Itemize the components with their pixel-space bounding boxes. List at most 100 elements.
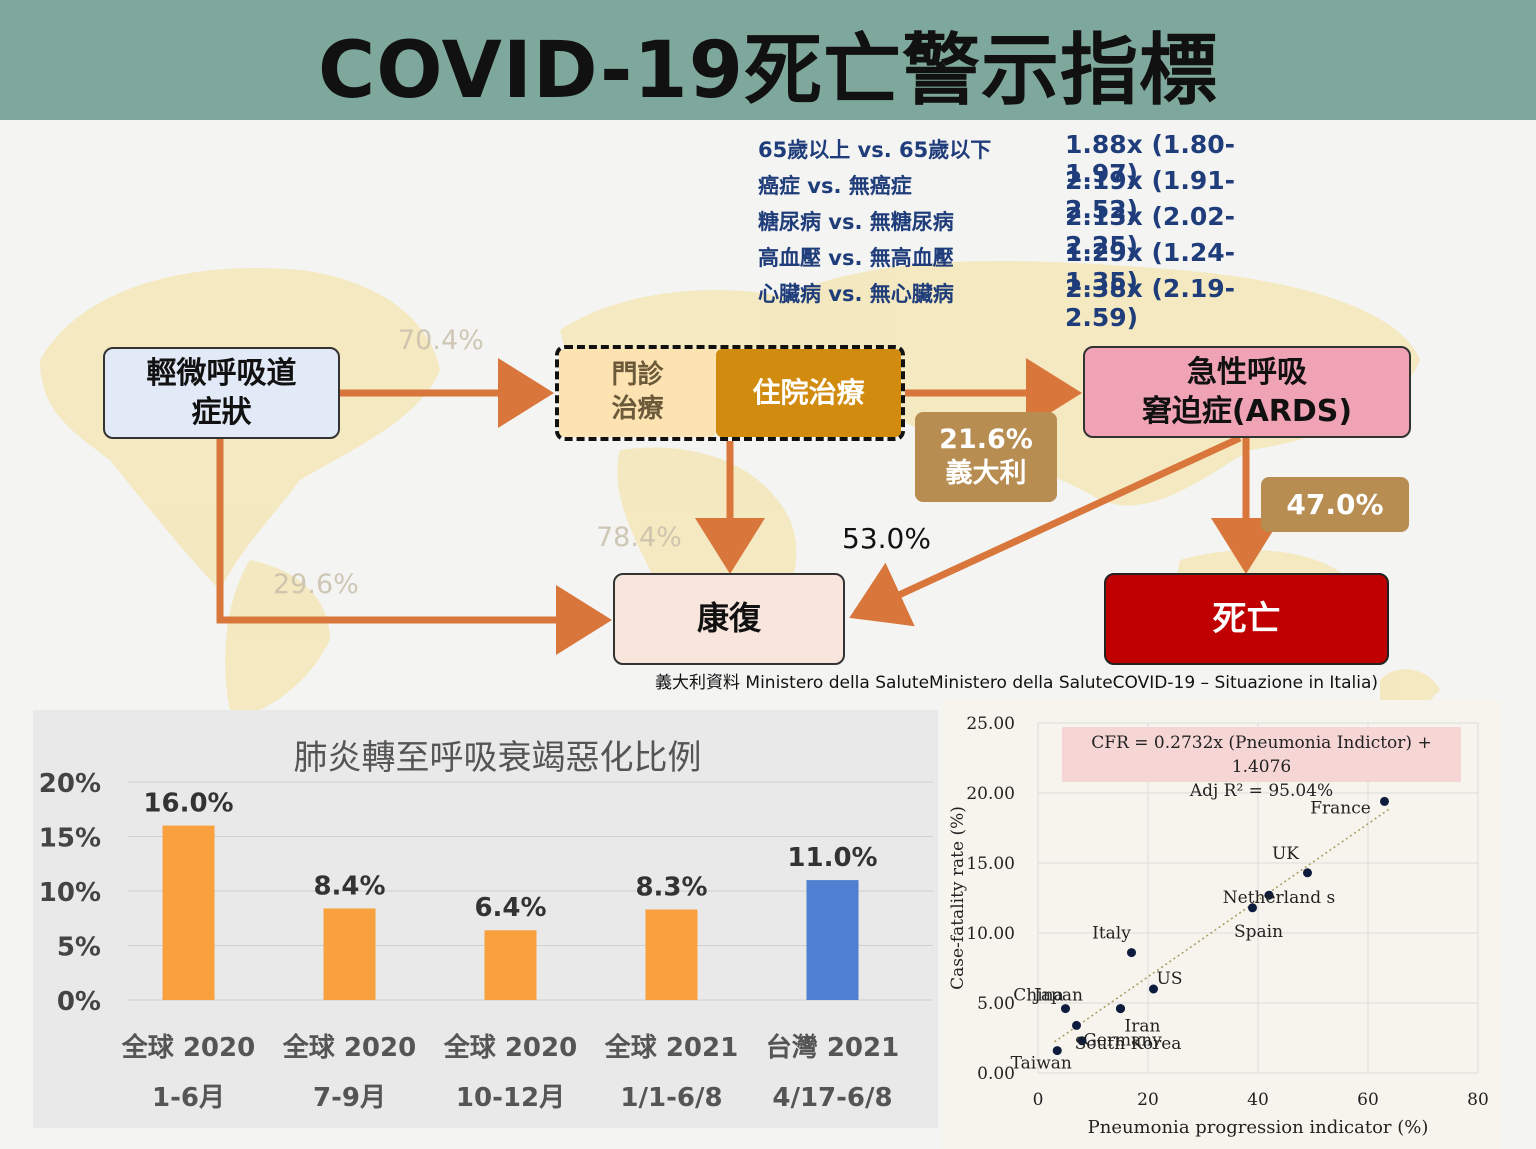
scatter-point-label: UK bbox=[1272, 844, 1299, 864]
care-group-frame bbox=[555, 345, 905, 441]
scatter-point-label: Japan bbox=[1032, 986, 1083, 1006]
italy-tag-text: 21.6% 義大利 bbox=[939, 424, 1033, 489]
scatter-y-tick: 25.00 bbox=[966, 714, 1015, 734]
scatter-point bbox=[1061, 1004, 1070, 1014]
inpatient-box: 住院治療 bbox=[716, 349, 901, 437]
risk-label: 癌症 vs. 無癌症 bbox=[758, 174, 912, 198]
bar-category-label: 全球 2020 bbox=[443, 1032, 577, 1063]
bar-category-sublabel: 1/1-6/8 bbox=[620, 1083, 722, 1113]
mild-symptoms-box: 輕微呼吸道 症狀 bbox=[103, 347, 340, 439]
scatter-x-tick: 80 bbox=[1467, 1090, 1489, 1110]
bar-y-tick: 5% bbox=[57, 933, 101, 963]
scatter-x-axis-label: Pneumonia progression indicator (%) bbox=[1088, 1117, 1429, 1138]
bar bbox=[323, 908, 376, 1000]
ards-label: 急性呼吸 窘迫症(ARDS) bbox=[1141, 355, 1353, 429]
scatter-point-label: US bbox=[1157, 969, 1183, 989]
bar-data-label: 8.4% bbox=[313, 871, 385, 901]
risk-row: 高血壓 vs. 無高血壓 1.29x (1.24-1.35) bbox=[758, 238, 1298, 296]
pct-mild-recovery: 29.6% bbox=[273, 569, 359, 600]
bar-category-sublabel: 10-12月 bbox=[456, 1083, 565, 1113]
risk-factor-table: 65歲以上 vs. 65歲以下 1.88x (1.80-1.97) 癌症 vs.… bbox=[758, 130, 1298, 332]
risk-value: 2.38x (2.19-2.59) bbox=[1065, 274, 1235, 332]
scatter-x-tick: 40 bbox=[1247, 1090, 1269, 1110]
bar-data-label: 8.3% bbox=[635, 873, 707, 903]
bar-chart: 0% 5% 10% 15% 20% 16.0% 全球 2020 1-6月 8.4% 全球 2020… bbox=[39, 769, 933, 1113]
scatter-point bbox=[1072, 1020, 1081, 1030]
outpatient-box: 門診 治療 bbox=[559, 349, 716, 437]
risk-value: 1.88x (1.80-1.97) bbox=[1065, 130, 1235, 188]
flow-arrows bbox=[216, 358, 1281, 655]
scatter-point-label: Italy bbox=[1092, 924, 1131, 944]
italy-icu-tag: 21.6% 義大利 bbox=[915, 412, 1057, 502]
scatter-point-label: Netherland s bbox=[1223, 888, 1335, 908]
scatter-y-tick: 0.00 bbox=[977, 1064, 1015, 1084]
recovery-label: 康復 bbox=[696, 599, 761, 638]
scatter-y-tick: 10.00 bbox=[966, 924, 1015, 944]
scatter-x-tick: 20 bbox=[1137, 1090, 1159, 1110]
risk-label: 心臟病 vs. 無心臟病 bbox=[758, 282, 954, 306]
pct-care-recovery: 78.4% bbox=[596, 522, 682, 553]
risk-row: 心臟病 vs. 無心臟病 2.38x (2.19-2.59) bbox=[758, 274, 1298, 332]
death-rate-text: 47.0% bbox=[1286, 488, 1384, 521]
scatter-point-label: Germany bbox=[1083, 1030, 1162, 1050]
risk-label: 糖尿病 vs. 無糖尿病 bbox=[758, 210, 954, 234]
scatter-y-tick: 20.00 bbox=[966, 784, 1015, 804]
bar-category-sublabel: 4/17-6/8 bbox=[772, 1083, 892, 1113]
scatter-point-label: France bbox=[1310, 798, 1371, 818]
death-rate-tag: 47.0% bbox=[1261, 477, 1409, 532]
recovery-box: 康復 bbox=[613, 573, 845, 665]
arrow-ards-to-recovery bbox=[849, 434, 1242, 627]
scatter-point bbox=[1127, 948, 1136, 958]
risk-row: 癌症 vs. 無癌症 2.19x (1.91-2.52) bbox=[758, 166, 1298, 224]
bar bbox=[484, 930, 537, 1000]
scatter-point bbox=[1248, 903, 1257, 913]
bar-y-tick: 0% bbox=[57, 987, 101, 1017]
risk-value: 2.13x (2.02-2.25) bbox=[1065, 202, 1235, 260]
bar-y-tick: 10% bbox=[39, 878, 101, 908]
pct-ards-recovery: 53.0% bbox=[842, 522, 931, 555]
mild-symptoms-label: 輕微呼吸道 症狀 bbox=[146, 356, 297, 430]
scatter-point-label: Taiwan bbox=[1011, 1054, 1072, 1074]
scatter-x-tick: 60 bbox=[1357, 1090, 1379, 1110]
inpatient-label: 住院治療 bbox=[752, 375, 865, 409]
scatter-point bbox=[1052, 1046, 1062, 1056]
scatter-y-tick: 5.00 bbox=[977, 994, 1015, 1014]
bar-category-label: 全球 2021 bbox=[604, 1032, 738, 1063]
bar-category-sublabel: 1-6月 bbox=[152, 1083, 225, 1113]
bar bbox=[806, 880, 859, 1000]
bar-y-tick: 20% bbox=[39, 769, 101, 799]
bar-data-label: 11.0% bbox=[787, 843, 877, 873]
source-note: 義大利資料 Ministero della SaluteMinistero de… bbox=[655, 673, 1378, 693]
risk-row: 65歲以上 vs. 65歲以下 1.88x (1.80-1.97) bbox=[758, 130, 1298, 188]
scatter-y-tick: 15.00 bbox=[966, 854, 1015, 874]
scatter-x-tick: 0 bbox=[1033, 1090, 1044, 1110]
death-box: 死亡 bbox=[1104, 573, 1389, 665]
regression-equation: CFR = 0.2732x (Pneumonia Indictor) + 1.4… bbox=[1091, 733, 1432, 777]
bar-data-label: 6.4% bbox=[474, 893, 546, 923]
scatter-point-label: Iran bbox=[1125, 1017, 1161, 1037]
title-banner bbox=[0, 0, 1536, 120]
scatter-point bbox=[1303, 868, 1312, 878]
scatter-chart: 0.00 5.00 10.00 15.00 20.00 25.00 0 20 40 60 80 Pne… bbox=[948, 714, 1489, 1138]
bar-category-label: 全球 2020 bbox=[282, 1032, 416, 1063]
bar-category-label: 全球 2020 bbox=[121, 1032, 255, 1063]
scatter-point bbox=[1380, 796, 1389, 806]
bar-data-label: 16.0% bbox=[143, 789, 233, 819]
pct-to-care: 70.4% bbox=[398, 325, 484, 356]
scatter-point-label: China bbox=[1013, 986, 1063, 1006]
scatter-point bbox=[1077, 1036, 1087, 1046]
scatter-y-axis-label: Case-fatality rate (%) bbox=[948, 806, 968, 990]
ards-box: 急性呼吸 窘迫症(ARDS) bbox=[1083, 346, 1411, 438]
scatter-point-label: Spain bbox=[1234, 922, 1283, 942]
scatter-point bbox=[1116, 1004, 1125, 1014]
scatter-trendline bbox=[1054, 807, 1391, 1043]
risk-label: 高血壓 vs. 無高血壓 bbox=[758, 246, 954, 270]
scatter-point bbox=[1264, 890, 1274, 900]
arrow-mild-to-recovery bbox=[216, 439, 612, 655]
scatter-point-label: South Korea bbox=[1075, 1034, 1182, 1054]
bar-y-tick: 15% bbox=[39, 824, 101, 854]
bar-category-sublabel: 7-9月 bbox=[313, 1083, 386, 1113]
page-title: COVID-19死亡警示指標 bbox=[318, 26, 1218, 116]
bar-category-label: 台灣 2021 bbox=[766, 1032, 899, 1063]
risk-value: 2.19x (1.91-2.52) bbox=[1065, 166, 1235, 224]
